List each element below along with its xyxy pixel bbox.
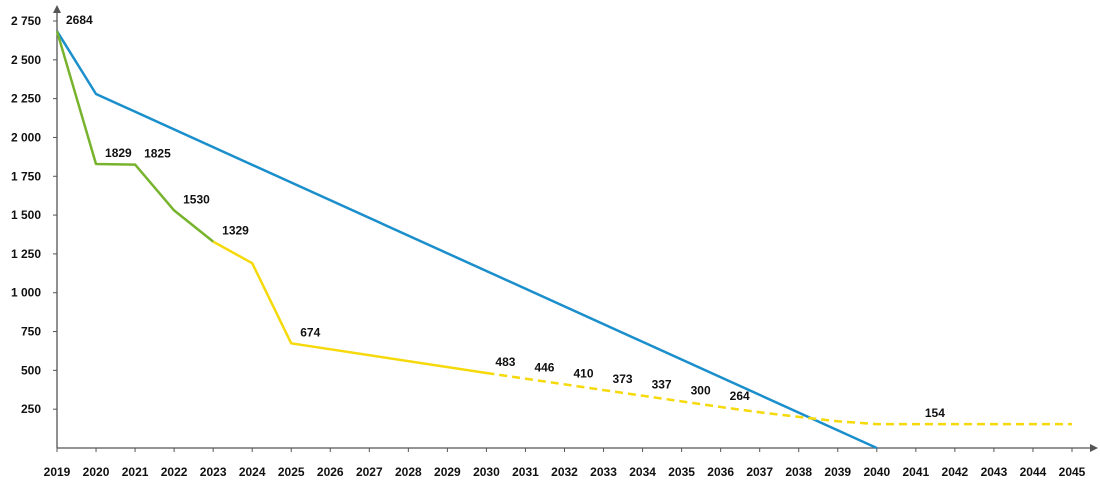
x-tick-label: 2030 bbox=[473, 465, 500, 479]
x-tick-label: 2039 bbox=[824, 465, 851, 479]
x-tick-label: 2023 bbox=[200, 465, 227, 479]
data-label: 410 bbox=[574, 366, 594, 380]
x-tick-label: 2042 bbox=[942, 465, 969, 479]
y-tick-label: 2 750 bbox=[11, 14, 41, 28]
data-label: 1530 bbox=[183, 192, 210, 206]
y-axis-ticks: 250 500 750 1 000 1 250 1 500 1 750 2 000 2 250 2… bbox=[11, 14, 57, 416]
data-label: 373 bbox=[613, 372, 633, 386]
x-tick-label: 2034 bbox=[629, 465, 656, 479]
x-tick-label: 2036 bbox=[707, 465, 734, 479]
data-label: 1825 bbox=[144, 147, 171, 161]
y-tick-label: 1 750 bbox=[11, 169, 41, 183]
x-tick-label: 2035 bbox=[668, 465, 695, 479]
data-label: 2684 bbox=[66, 13, 93, 27]
x-axis-ticks: 2019 2020 2021 2022 2023 2024 2025 2026 2027 2028… bbox=[44, 448, 1086, 479]
x-tick-label: 2037 bbox=[746, 465, 773, 479]
data-label: 1829 bbox=[105, 146, 132, 160]
y-tick-label: 1 500 bbox=[11, 208, 41, 222]
y-tick-label: 500 bbox=[21, 363, 41, 377]
data-label: 674 bbox=[300, 325, 320, 339]
y-tick-label: 250 bbox=[21, 402, 41, 416]
series-line-projection bbox=[486, 371, 1072, 426]
series-lines bbox=[55, 30, 1072, 450]
x-tick-label: 2020 bbox=[83, 465, 110, 479]
data-label: 300 bbox=[691, 383, 711, 397]
x-tick-label: 2040 bbox=[863, 465, 890, 479]
data-labels: 2684 1829 1825 1530 1329 674 483 446 410 373 337 30… bbox=[66, 13, 945, 420]
x-tick-label: 2028 bbox=[395, 465, 422, 479]
data-label: 483 bbox=[495, 355, 515, 369]
x-tick-label: 2024 bbox=[239, 465, 266, 479]
data-label: 154 bbox=[925, 406, 945, 420]
series-line-actual bbox=[55, 30, 214, 243]
x-tick-label: 2031 bbox=[512, 465, 539, 479]
x-tick-label: 2043 bbox=[981, 465, 1008, 479]
data-label: 337 bbox=[652, 378, 672, 392]
x-tick-label: 2045 bbox=[1059, 465, 1086, 479]
data-label: 264 bbox=[730, 389, 750, 403]
x-tick-label: 2026 bbox=[317, 465, 344, 479]
data-label: 446 bbox=[534, 361, 554, 375]
y-axis-arrow-icon bbox=[53, 5, 61, 13]
y-tick-label: 1 250 bbox=[11, 247, 41, 261]
y-tick-label: 1 000 bbox=[11, 286, 41, 300]
series-line-forecast bbox=[212, 240, 487, 375]
x-tick-label: 2029 bbox=[434, 465, 461, 479]
x-tick-label: 2019 bbox=[44, 465, 71, 479]
x-tick-label: 2032 bbox=[551, 465, 578, 479]
x-tick-label: 2033 bbox=[590, 465, 617, 479]
x-axis-arrow-icon bbox=[1090, 444, 1098, 452]
x-tick-label: 2022 bbox=[161, 465, 188, 479]
y-tick-label: 2 000 bbox=[11, 130, 41, 144]
y-tick-label: 2 500 bbox=[11, 53, 41, 67]
y-tick-label: 2 250 bbox=[11, 92, 41, 106]
x-tick-label: 2025 bbox=[278, 465, 305, 479]
x-tick-label: 2027 bbox=[356, 465, 383, 479]
x-tick-label: 2044 bbox=[1020, 465, 1047, 479]
data-label: 1329 bbox=[222, 224, 249, 238]
series-line-target bbox=[55, 30, 878, 450]
x-tick-label: 2041 bbox=[902, 465, 929, 479]
y-tick-label: 750 bbox=[21, 325, 41, 339]
x-tick-label: 2038 bbox=[785, 465, 812, 479]
axes bbox=[53, 5, 1098, 452]
x-tick-label: 2021 bbox=[122, 465, 149, 479]
